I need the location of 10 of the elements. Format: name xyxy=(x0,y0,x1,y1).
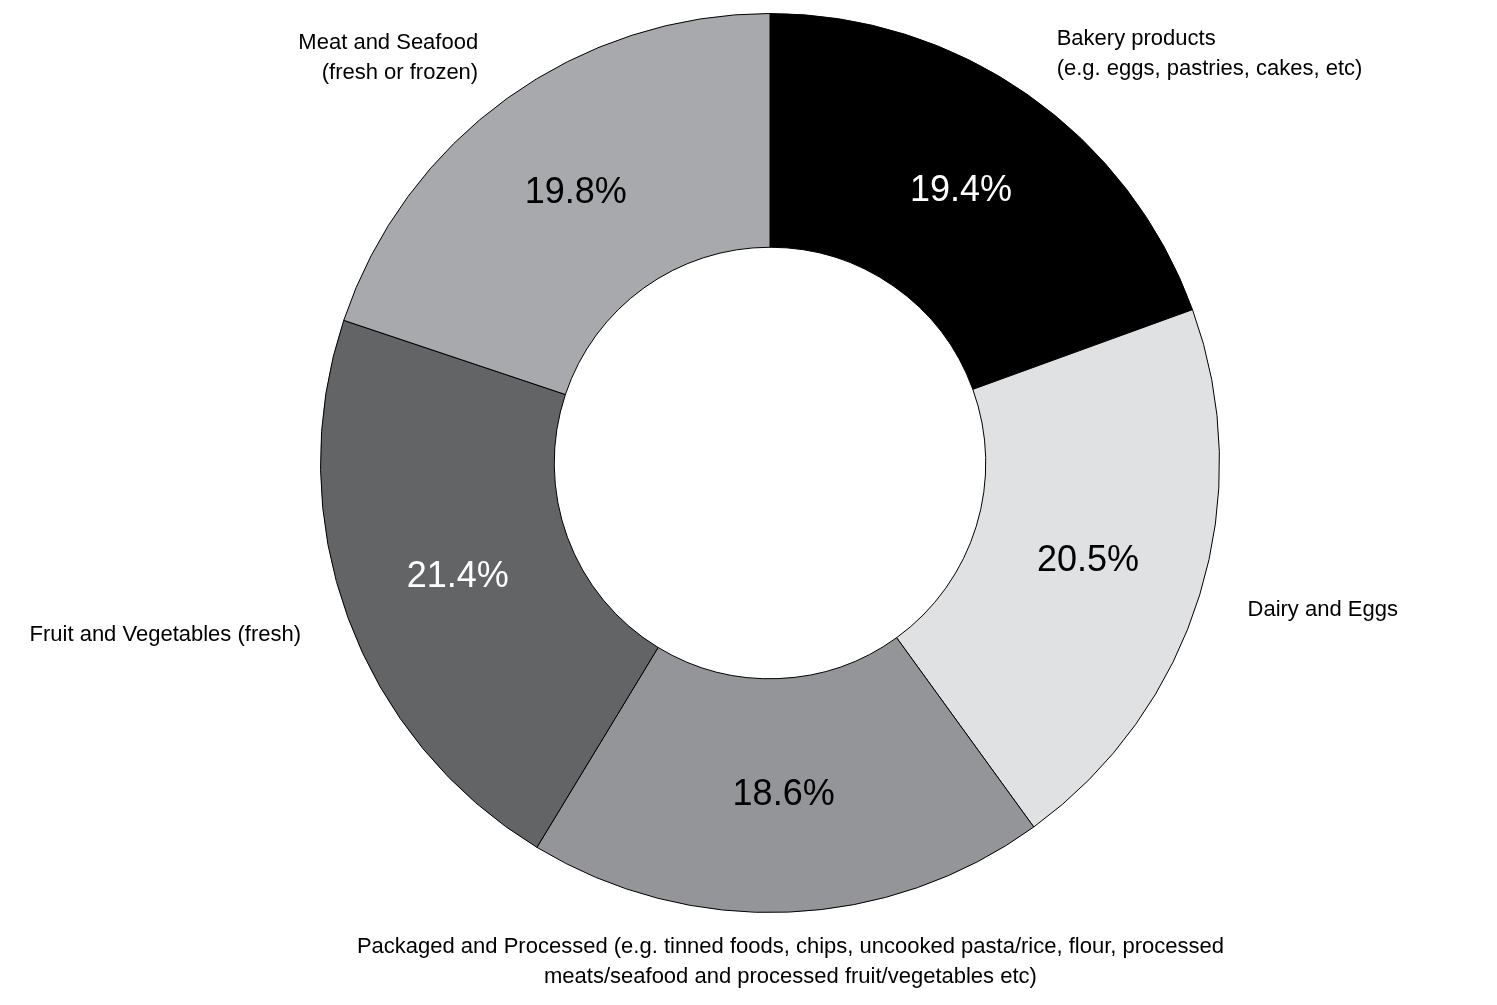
slice-label: Packaged and Processed (e.g. tinned foods, chips, uncooked pasta/rice, flour, processed meats/seafood and processed fruit/vegetables etc) xyxy=(356,933,1224,989)
data-label: 19.8% xyxy=(524,169,627,211)
data-label: 21.4% xyxy=(406,554,509,596)
slice-label: Meat and Seafood (fresh or frozen) xyxy=(298,28,479,84)
data-label: 20.5% xyxy=(1036,537,1140,579)
data-label: 18.6% xyxy=(732,772,835,814)
slice-label: Fruit and Vegetables (fresh) xyxy=(29,620,302,646)
slice-label: Bakery products (e.g. eggs, pastries, cakes, etc) xyxy=(1056,25,1363,81)
data-label: 19.4% xyxy=(909,167,1012,209)
slice-label: Dairy and Eggs xyxy=(1247,595,1398,621)
